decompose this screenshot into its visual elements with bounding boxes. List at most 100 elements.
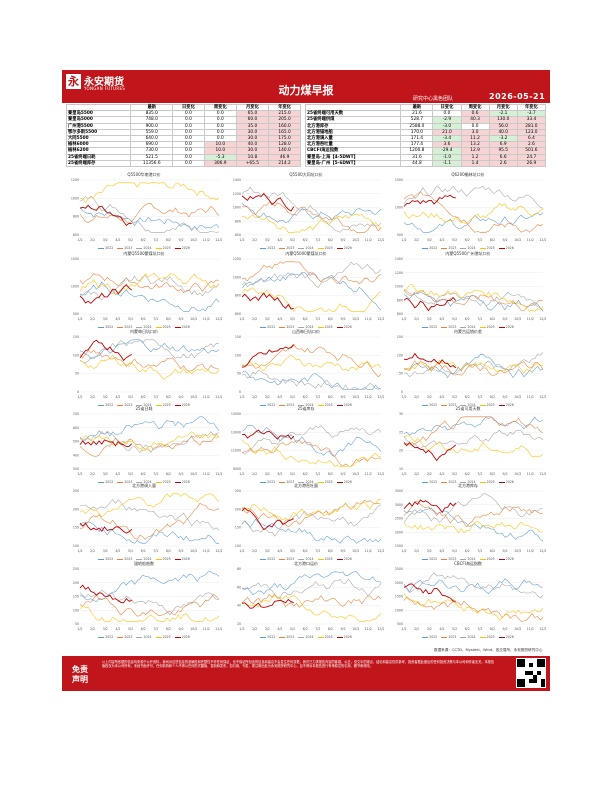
x-tick-label: 7/2 xyxy=(153,317,158,321)
legend-swatch xyxy=(136,481,143,483)
legend-label: 2024 xyxy=(305,480,314,484)
legend-label: 2026 xyxy=(505,246,514,250)
x-tick-label: 1/2 xyxy=(401,472,406,476)
x-tick-label: 2/2 xyxy=(90,317,95,321)
legend-item: 2026 xyxy=(336,557,352,561)
chart-legend: 2022 2023 2024 2025 2026 xyxy=(390,557,546,561)
legend-item: 2026 xyxy=(336,480,352,484)
disclaimer-title: 免责声明 xyxy=(72,665,88,684)
x-tick-label: 12/2 xyxy=(377,395,384,399)
series-line-2024 xyxy=(241,578,382,599)
legend-item: 2022 xyxy=(260,246,275,250)
series-line-2024 xyxy=(241,369,382,390)
price-table-left: 最新 日变化 周变化 月变化 年变化 秦皇岛5500 835.0 0.0 0.0 65.0 215.… xyxy=(65,103,301,168)
legend-label: 2025 xyxy=(486,403,495,407)
x-tick-label: 1/2 xyxy=(77,395,82,399)
chart-panel: 内蒙古运销价差 150 100 50 0 1/2 2/2 3/2 4/2 5/2 6/2 7/2 8/2… xyxy=(390,329,546,407)
x-tick-label: 12/2 xyxy=(377,549,384,553)
legend-label: 2026 xyxy=(343,325,352,329)
legend-swatch xyxy=(260,481,267,483)
legend-label: 2022 xyxy=(429,246,438,250)
y-tick-label: 200 xyxy=(235,507,241,511)
x-tick-label: 3/2 xyxy=(265,395,270,399)
x-tick-label: 12/2 xyxy=(539,627,546,631)
y-tick-label: 80 xyxy=(237,567,241,571)
x-tick-label: 6/2 xyxy=(141,317,146,321)
legend-swatch xyxy=(98,404,105,406)
table-cell: 44.8 xyxy=(400,159,434,168)
x-tick-label: 9/2 xyxy=(341,549,346,553)
disclaimer-body: 以上内容所依据的信息均来源于公开资料，我司对这些信息的准确性和完整性不作任何保证… xyxy=(102,660,495,669)
chart-panel: 北方港调入量 250 200 150 100 1/2 2/2 3/2 4/2 5/2 6/2 7/2 8… xyxy=(66,483,222,561)
legend-item: 2022 xyxy=(98,403,113,407)
legend-item: 2024 xyxy=(136,403,152,407)
chart-title: Q5500华南港口价 xyxy=(127,172,161,177)
y-tick-label: 250 xyxy=(73,489,79,493)
table-cell: 306.9 xyxy=(203,159,237,168)
y-tick-label: 25 xyxy=(399,430,403,434)
series-line-2026 xyxy=(403,194,456,207)
series-line-2022 xyxy=(241,202,382,224)
company-logo-icon: 永 xyxy=(66,74,81,89)
legend-item: 2025 xyxy=(479,635,495,639)
x-tick-label: 6/2 xyxy=(141,549,146,553)
table-row: 25省终端可用天数 21.6 0.0 0.6 -2.1 -3.7 xyxy=(304,110,547,118)
legend-swatch xyxy=(136,636,143,638)
legend-item: 2025 xyxy=(317,325,333,329)
table-row: 广州港5500 900.0 0.0 0.0 35.0 160.0 xyxy=(65,122,301,130)
y-tick-label: 1200 xyxy=(395,271,403,275)
legend-item: 2026 xyxy=(336,246,352,250)
x-tick-label: 9/2 xyxy=(503,317,508,321)
legend-swatch xyxy=(298,404,305,406)
y-tick-label: 50 xyxy=(75,372,79,376)
legend-swatch xyxy=(336,636,343,638)
legend-swatch xyxy=(174,404,181,406)
chart-panel: 内蒙Q5500蒙煤坑口价 1500 1000 500 1/2 2/2 3/2 4/2 5/2 6/… xyxy=(66,251,222,329)
y-tick-label: 150 xyxy=(73,526,79,530)
legend-item: 2023 xyxy=(117,325,132,329)
chart-title: 25省库存 xyxy=(297,406,315,411)
x-tick-label: 3/2 xyxy=(427,317,432,321)
x-tick-label: 11/2 xyxy=(527,627,534,631)
legend-swatch xyxy=(317,404,324,406)
legend-label: 2023 xyxy=(448,557,457,561)
legend-item: 2023 xyxy=(117,635,132,639)
x-tick-label: 10/2 xyxy=(352,395,359,399)
legend-label: 2022 xyxy=(429,480,438,484)
x-tick-label: 12/2 xyxy=(539,317,546,321)
legend-swatch xyxy=(498,636,505,638)
table-row: 大同5500 640.0 0.0 0.0 30.0 175.0 xyxy=(65,134,301,143)
legend-item: 2023 xyxy=(279,480,294,484)
x-tick-label: 10/2 xyxy=(190,238,197,242)
y-tick-label: 2500 xyxy=(395,517,403,521)
chart-legend: 2022 2023 2024 2025 2026 xyxy=(66,403,222,407)
y-tick-label: 1000 xyxy=(233,275,241,279)
legend-swatch xyxy=(279,636,286,638)
series-line-2025 xyxy=(403,359,544,374)
chart-plot: 250 200 150 100 501/2 2/2 3/2 4/2 5/2 6/2 7/2 8/2 9/… xyxy=(73,567,222,631)
chart-legend: 2022 2023 2024 2025 2026 xyxy=(390,325,546,329)
legend-item: 2023 xyxy=(441,325,456,329)
series-line-2023 xyxy=(79,273,220,294)
chart-title: 内蒙每日坑口价 xyxy=(130,329,158,334)
legend-item: 2022 xyxy=(422,480,437,484)
x-tick-label: 6/2 xyxy=(465,395,470,399)
table-row: 北方港库存 2588.0 -3.0 0.0 56.0 281.0 xyxy=(304,122,547,130)
y-tick-label: 9000 xyxy=(233,467,241,471)
x-tick-label: 5/2 xyxy=(452,395,457,399)
legend-item: 2025 xyxy=(317,246,333,250)
table-row: 秦皇岛5500 835.0 0.0 0.0 65.0 215.0 xyxy=(65,110,301,118)
chart-panel: 北方港库存 3500 3000 2500 2000 1500 1/2 2/2 3/2 4/2 5/2… xyxy=(390,483,546,561)
x-tick-label: 10/2 xyxy=(190,317,197,321)
legend-item: 2024 xyxy=(298,246,314,250)
x-tick-label: 4/2 xyxy=(439,627,444,631)
legend-label: 2025 xyxy=(162,246,171,250)
series-line-2025 xyxy=(79,182,220,203)
x-tick-label: 12/2 xyxy=(539,472,546,476)
legend-swatch xyxy=(136,247,143,249)
table-header-cell: 年变化 xyxy=(516,103,547,112)
legend-item: 2022 xyxy=(260,403,275,407)
legend-swatch xyxy=(298,247,305,249)
legend-item: 2026 xyxy=(174,246,190,250)
legend-swatch xyxy=(155,247,162,249)
